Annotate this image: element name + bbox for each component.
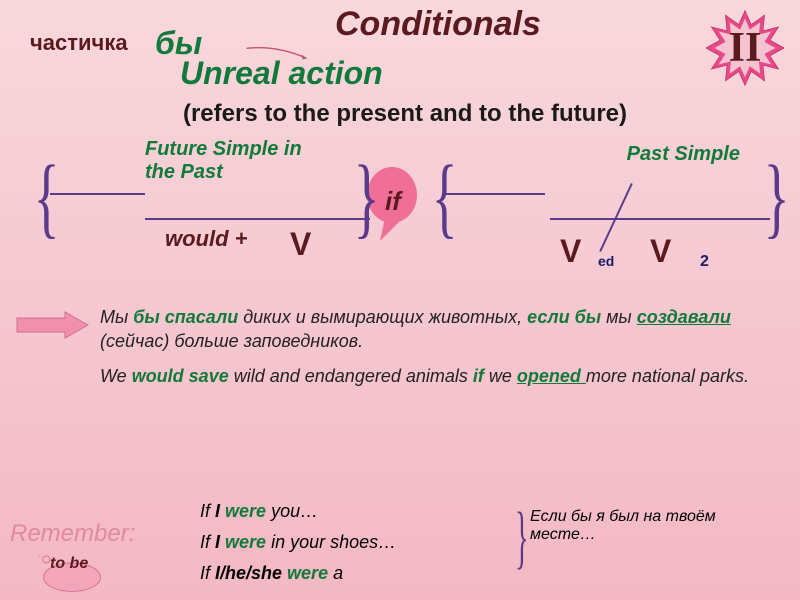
example-sentences: Мы бы спасали диких и вымирающих животны… — [100, 305, 770, 398]
bracket-icon: } — [354, 146, 380, 249]
line-icon — [550, 218, 770, 220]
heading-conditionals: Conditionals — [335, 5, 541, 44]
bracket-icon: } — [764, 146, 790, 249]
bracket-icon: { — [432, 146, 458, 249]
curved-arrow-icon — [225, 45, 335, 65]
bracket-icon: { — [34, 146, 60, 249]
line-icon — [145, 218, 370, 220]
if-label: if — [385, 186, 401, 217]
verb-v1: V — [290, 226, 311, 263]
roman-two: II — [729, 24, 762, 72]
example-english: We would save wild and endangered animal… — [100, 364, 770, 388]
past-simple-label: Past Simple — [627, 143, 740, 166]
translation-text: Если бы я был на твоём месте… — [530, 508, 730, 544]
label-chastichka: частичка — [30, 30, 128, 56]
future-simple-label: Future Simple in the Past — [145, 138, 325, 184]
to-be-label: to be — [50, 555, 88, 573]
remember-label: Remember: — [10, 520, 135, 548]
right-arrow-icon — [15, 310, 90, 340]
if-were-examples: If I were you… If I were in your shoes… … — [200, 498, 396, 591]
grammar-diagram: Future Simple in the Past Past Simple wo… — [15, 138, 785, 298]
curly-brace-icon: } — [515, 498, 528, 578]
verb-v3: V — [650, 233, 671, 270]
line-icon — [445, 193, 545, 195]
subtitle: (refers to the present and to the future… — [30, 100, 780, 128]
line-icon — [50, 193, 145, 195]
example-russian: Мы бы спасали диких и вымирающих животны… — [100, 305, 770, 354]
v2-subscript: 2 — [700, 253, 709, 271]
would-plus: would + — [165, 226, 248, 252]
ed-suffix: ed — [598, 253, 614, 269]
type-two-badge: II — [705, 8, 785, 88]
verb-v2: V — [560, 233, 581, 270]
